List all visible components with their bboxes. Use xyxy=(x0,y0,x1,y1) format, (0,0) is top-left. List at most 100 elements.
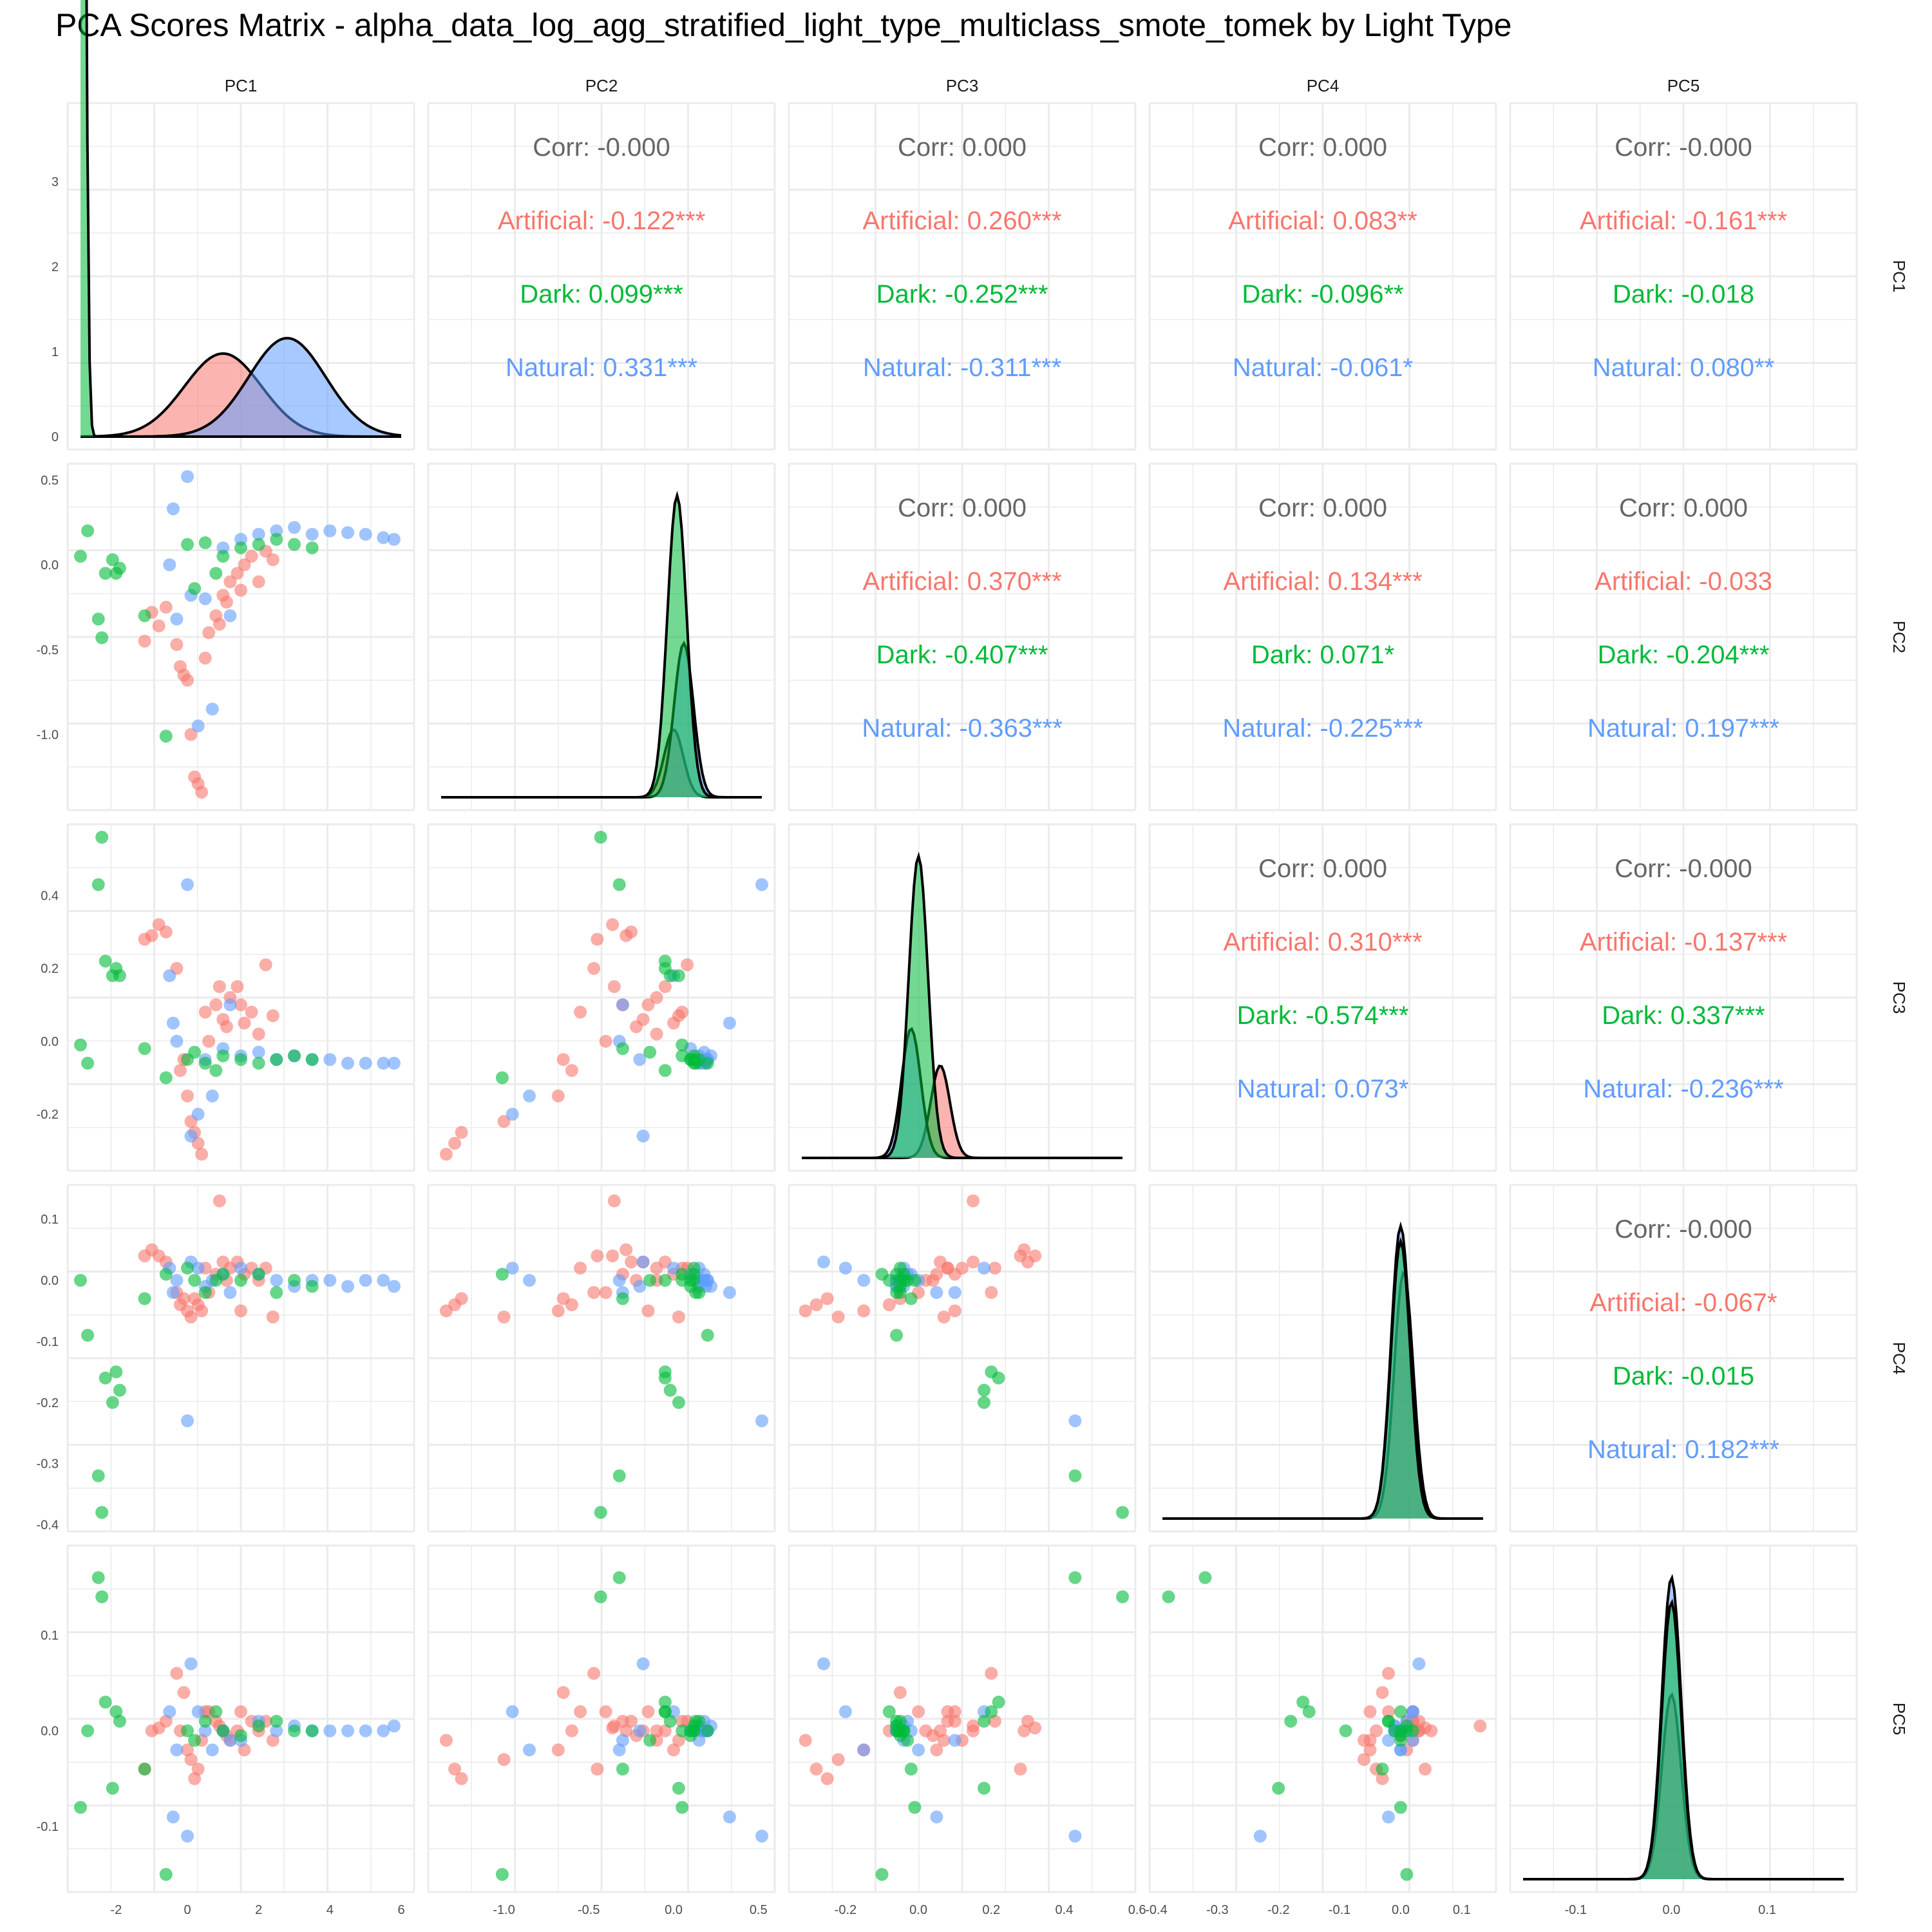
density-area-dark xyxy=(441,495,762,797)
x-tick-label: 0.0 xyxy=(909,1903,927,1917)
scatter-point-artificial xyxy=(1382,1705,1395,1718)
scatter-point-artificial xyxy=(231,567,244,580)
scatter-point-dark xyxy=(1296,1696,1310,1709)
scatter-point-dark xyxy=(270,1286,283,1299)
scatter-point-artificial xyxy=(238,1016,251,1030)
scatter-point-dark xyxy=(99,1696,112,1709)
scatter-point-natural xyxy=(205,703,219,715)
scatter-point-dark xyxy=(106,1396,119,1409)
scatter-point-natural xyxy=(506,1705,519,1718)
scatter-point-artificial xyxy=(213,1194,226,1208)
scatter-point-artificial xyxy=(1363,1705,1377,1718)
corr-label: Artificial: -0.161*** xyxy=(1580,207,1787,235)
scatter-point-dark xyxy=(992,1696,1005,1709)
scatter-point-artificial xyxy=(551,1089,565,1103)
scatter-point-artificial xyxy=(607,1719,621,1733)
scatter-point-artificial xyxy=(234,1705,247,1718)
scatter-point-artificial xyxy=(497,1311,511,1323)
scatter-point-dark xyxy=(658,1696,672,1709)
scatter-point-artificial xyxy=(587,1667,601,1680)
scatter-point-artificial xyxy=(195,1148,209,1161)
scatter-point-artificial xyxy=(1014,1763,1027,1776)
scatter-point-artificial xyxy=(448,1763,462,1776)
corr-label: Corr: -0.000 xyxy=(533,133,670,162)
corr-label: Dark: -0.204*** xyxy=(1598,641,1770,669)
scatter-point-artificial xyxy=(810,1298,823,1311)
row-header-PC2: PC2 xyxy=(1889,621,1909,654)
chart-title: PCA Scores Matrix - alpha_data_log_agg_s… xyxy=(55,7,1512,43)
scatter-point-artificial xyxy=(620,1243,633,1256)
scatter-point-dark xyxy=(216,1049,230,1063)
panel-PC2-PC1 xyxy=(66,462,415,811)
x-tick-label: -0.5 xyxy=(578,1903,600,1917)
panel-PC1-PC1 xyxy=(66,0,415,451)
scatter-point-artificial xyxy=(556,1686,570,1700)
y-tick-label: 0 xyxy=(52,430,59,444)
density-line-dark xyxy=(1162,1236,1483,1520)
scatter-point-dark xyxy=(701,1329,714,1342)
scatter-point-dark xyxy=(684,1724,697,1738)
scatter-point-natural xyxy=(377,531,390,544)
scatter-point-artificial xyxy=(184,1311,198,1323)
scatter-point-artificial xyxy=(497,1753,511,1766)
x-tick-label: 6 xyxy=(397,1903,404,1917)
scatter-point-natural xyxy=(359,1056,372,1070)
scatter-point-natural xyxy=(1068,1414,1082,1428)
scatter-point-artificial xyxy=(831,1753,845,1766)
scatter-point-dark xyxy=(978,1383,990,1397)
scatter-point-artificial xyxy=(181,674,194,687)
panel-PC1-PC3: Corr: 0.000 Artificial: 0.260*** Dark: -0.… xyxy=(788,102,1137,451)
corr-label: Dark: 0.071* xyxy=(1251,641,1394,669)
scatter-point-dark xyxy=(908,1801,922,1814)
scatter-point-artificial xyxy=(941,1714,954,1728)
scatter-point-artificial xyxy=(170,1667,184,1680)
scatter-point-natural xyxy=(252,527,265,541)
scatter-point-natural xyxy=(523,1743,536,1757)
scatter-point-artificial xyxy=(926,1729,940,1742)
scatter-point-natural xyxy=(723,1286,736,1299)
corr-label: Artificial: -0.067* xyxy=(1589,1289,1777,1317)
scatter-point-dark xyxy=(1116,1590,1129,1604)
scatter-point-dark xyxy=(198,536,212,549)
scatter-point-natural xyxy=(341,1724,354,1738)
scatter-point-natural xyxy=(252,1045,265,1059)
density-line-dark xyxy=(85,0,401,438)
scatter-point-artificial xyxy=(138,1249,151,1263)
panel-PC5-PC3 xyxy=(788,1544,1137,1893)
x-tick-label: -1.0 xyxy=(493,1903,515,1917)
scatter-point-natural xyxy=(234,1262,247,1275)
scatter-point-dark xyxy=(81,1056,95,1070)
scatter-point-dark xyxy=(985,1365,998,1379)
scatter-point-natural xyxy=(163,969,176,982)
scatter-point-natural xyxy=(636,1130,650,1142)
corr-label: Corr: -0.000 xyxy=(1615,1215,1752,1244)
scatter-point-natural xyxy=(323,1274,337,1287)
scatter-point-natural xyxy=(1406,1705,1419,1718)
scatter-point-dark xyxy=(495,1868,509,1881)
corr-label: Corr: 0.000 xyxy=(898,494,1027,522)
scatter-point-natural xyxy=(341,526,354,539)
scatter-point-artificial xyxy=(159,925,173,939)
scatter-point-artificial xyxy=(930,1743,943,1757)
scatter-point-dark xyxy=(305,1053,319,1066)
scatter-point-natural xyxy=(223,998,237,1012)
panel-PC1-PC5: Corr: -0.000 Artificial: -0.161*** Dark: -… xyxy=(1509,102,1858,451)
scatter-point-dark xyxy=(288,1274,301,1287)
scatter-point-natural xyxy=(1382,1810,1395,1824)
scatter-point-natural xyxy=(341,1280,354,1293)
scatter-point-dark xyxy=(616,1763,629,1776)
scatter-point-dark xyxy=(978,1396,990,1409)
scatter-point-dark xyxy=(1400,1868,1414,1881)
scatter-point-natural xyxy=(184,1657,198,1671)
x-tick-label: 0.2 xyxy=(982,1903,1000,1917)
scatter-point-dark xyxy=(95,1506,109,1519)
scatter-point-natural xyxy=(506,1262,519,1275)
scatter-point-dark xyxy=(1376,1763,1389,1776)
x-tick-label: -0.3 xyxy=(1206,1903,1228,1917)
scatter-point-dark xyxy=(643,1734,657,1747)
scatter-point-dark xyxy=(216,549,230,563)
scatter-point-natural xyxy=(387,1280,401,1293)
scatter-point-dark xyxy=(159,1868,173,1881)
scatter-point-dark xyxy=(701,1724,714,1738)
scatter-point-artificial xyxy=(439,1734,453,1747)
